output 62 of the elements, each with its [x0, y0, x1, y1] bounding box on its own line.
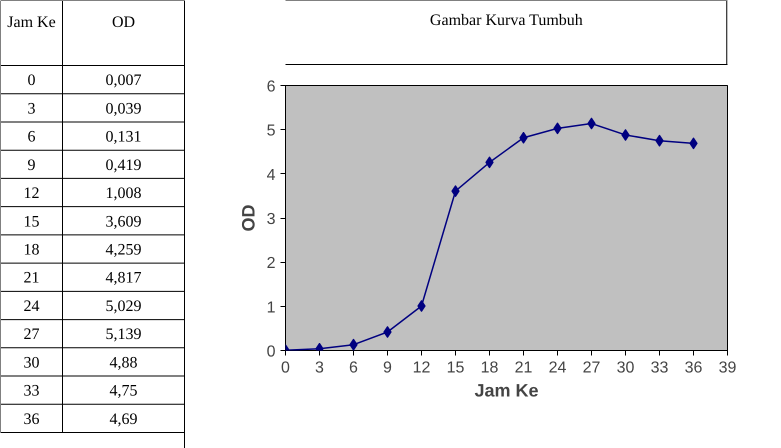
text: 21 [24, 270, 40, 287]
x-tick-label: 0 [281, 360, 290, 376]
x-tick-label: 33 [650, 360, 668, 376]
x-tick-label: 21 [514, 360, 532, 376]
x-tick-label: 36 [684, 360, 702, 376]
point [553, 122, 562, 134]
x-tick-label: 3 [315, 360, 324, 376]
point [451, 185, 460, 198]
text: 4,817 [106, 270, 142, 287]
text: 6 [28, 128, 36, 146]
text: 4,259 [106, 242, 142, 258]
x-tick-label: 24 [548, 360, 566, 376]
y-axis-title: OD [238, 204, 259, 232]
text: 36 [24, 410, 40, 428]
text: 9 [28, 156, 36, 174]
text: 15 [24, 213, 40, 230]
point [587, 118, 596, 130]
text: 1,008 [106, 185, 142, 202]
y-tick-label: 4 [266, 166, 276, 184]
point [621, 128, 630, 141]
x-tick-label: 15 [446, 360, 464, 376]
x-tick-label: 18 [480, 360, 498, 376]
point [417, 300, 426, 312]
point [689, 137, 698, 150]
x-tick-label: 27 [582, 360, 600, 376]
text: 3,609 [106, 213, 142, 230]
text: 33 [24, 382, 40, 400]
text: 4,75 [110, 382, 138, 400]
text: 27 [24, 326, 40, 344]
text: 0 [28, 72, 36, 90]
y-tick-label: 3 [266, 211, 276, 228]
x-tick-label: 9 [383, 360, 392, 376]
point [485, 156, 494, 168]
y-tick-label: 5 [266, 122, 276, 140]
text: 3 [28, 100, 36, 118]
x-tick-label: 6 [349, 360, 358, 376]
text: 12 [24, 185, 40, 202]
point [349, 338, 358, 350]
y-tick-label: 2 [266, 255, 276, 272]
x-axis-title: Jam Ke [474, 380, 539, 400]
text: 0,007 [106, 72, 142, 90]
point [383, 326, 392, 338]
text: 5,139 [106, 326, 142, 344]
point [519, 132, 528, 144]
y-tick-label: 0 [266, 344, 276, 360]
y-tick-label: 1 [266, 299, 276, 316]
text: 0,131 [106, 128, 142, 146]
text: Jam Ke [7, 14, 56, 31]
text: 18 [24, 242, 40, 258]
x-tick-label: 39 [718, 360, 736, 376]
text: 5,029 [106, 298, 142, 315]
text: 24 [24, 298, 40, 315]
point [655, 134, 664, 147]
chart-title: Gambar Kurva Tumbuh [430, 12, 583, 29]
x-tick-label: 30 [616, 360, 634, 376]
text: OD [112, 14, 136, 31]
text: 0,419 [106, 156, 142, 174]
text: 0,039 [106, 100, 142, 118]
x-tick-label: 12 [412, 360, 430, 376]
text: 4,69 [110, 410, 138, 428]
text: 4,88 [110, 354, 138, 372]
y-tick-label: 6 [266, 78, 276, 96]
